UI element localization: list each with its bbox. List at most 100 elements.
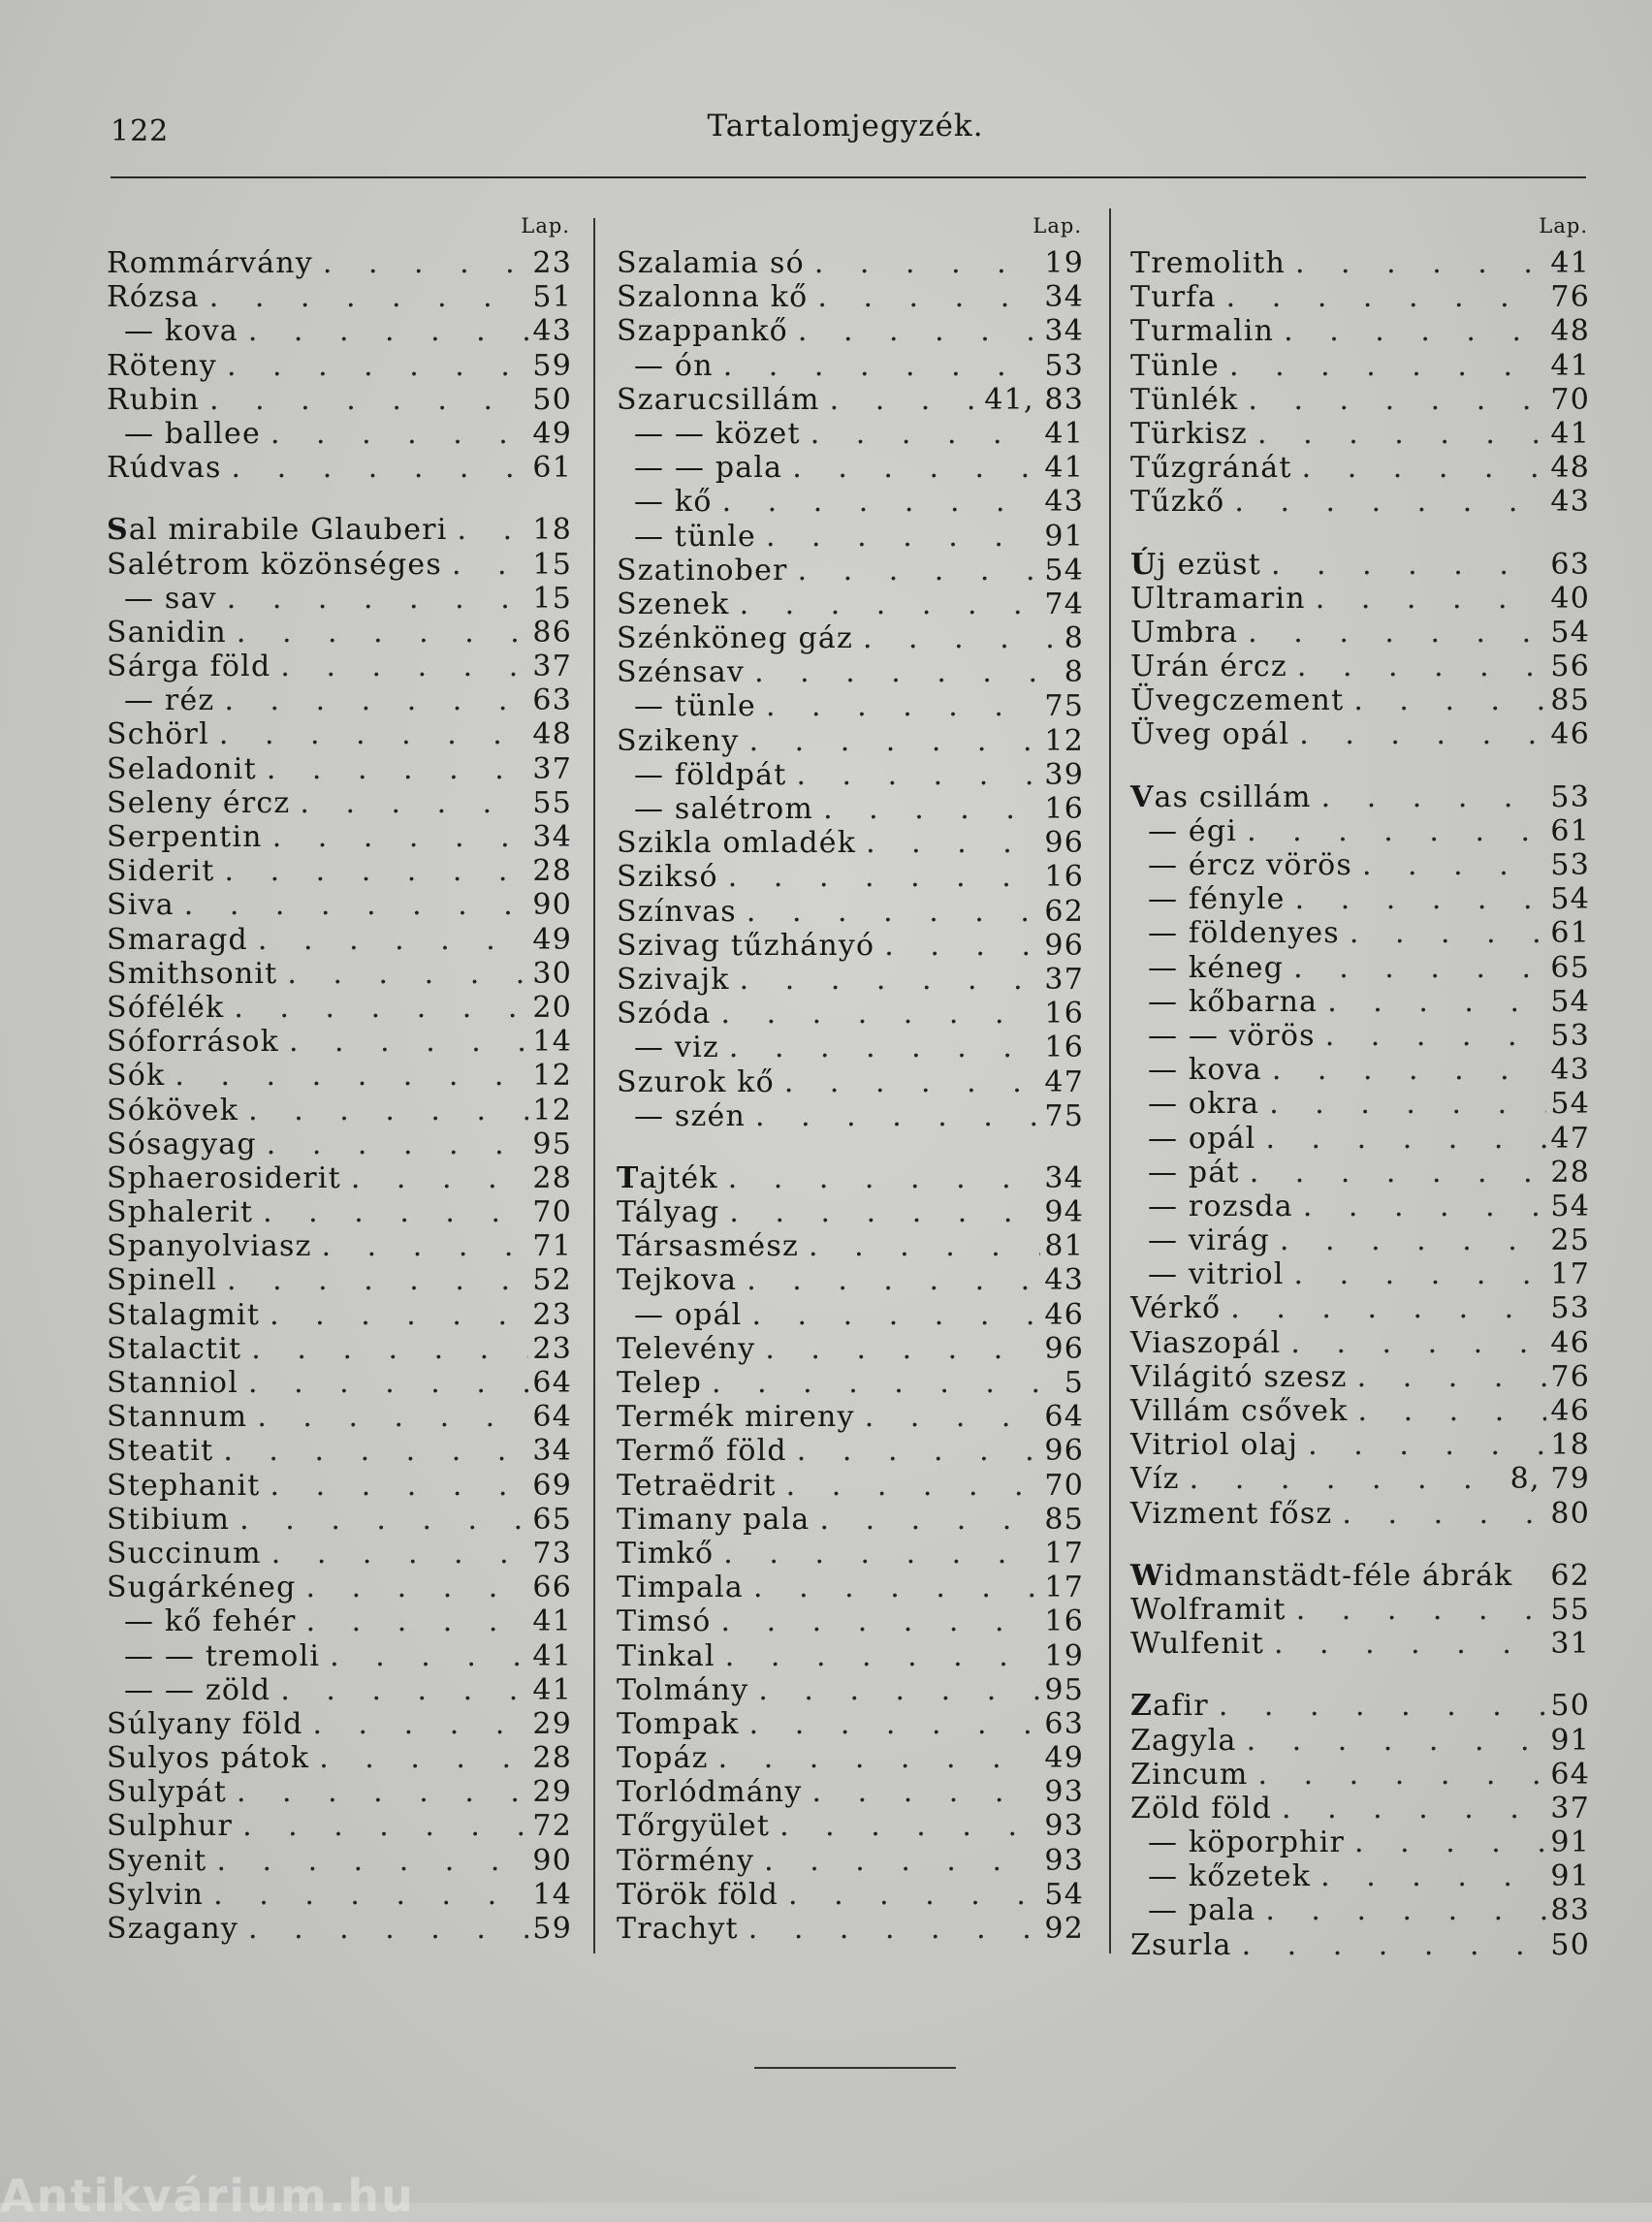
index-entry: — fényle. . . . . . . . . . . . . . . . … [1130,882,1590,916]
dot-leader: . . . . . . . . . . . . . . . . . . . . … [1248,382,1546,417]
dot-leader: . . . . . . . . . . . . . . . . . . . . … [746,894,1041,929]
dot-leader: . . . . . . . . . . . . . . . . . . . . … [236,615,529,650]
entry-page: 40 [1550,581,1590,616]
dot-leader: . . . . . . . . . . . . . . . . . . . . … [884,928,1040,963]
index-entry: Tompak. . . . . . . . . . . . . . . . . … [617,1707,1084,1741]
dot-leader: . . . . . . . . . . . . . . . . . . . . … [1308,1428,1546,1463]
entry-page: 75 [1044,689,1084,724]
entry-page: 19 [1044,1638,1084,1673]
entry-page: 54 [1044,1877,1084,1912]
dot-leader: . . . . . . . . . . . . . . . . . . . . … [234,990,529,1025]
entry-term: — égi [1148,813,1238,848]
entry-page: 85 [1044,1502,1084,1537]
entry-term: — köporphir [1148,1825,1346,1860]
entry-term: Sulypát [107,1775,227,1810]
section-gap [1130,752,1590,780]
dot-leader: . . . . . . . . . . . . . . . . . . . . … [224,854,529,889]
index-entry: Turfa. . . . . . . . . . . . . . . . . .… [1130,280,1590,314]
index-entry: Zincum. . . . . . . . . . . . . . . . . … [1130,1758,1590,1792]
dot-leader: . . . . . . . . . . . . . . . . . . . . … [248,1912,528,1946]
dot-leader: . . . . . . . . . . . . . . . . . . . . … [350,1160,529,1195]
index-entry: — köporphir. . . . . . . . . . . . . . .… [1130,1825,1590,1859]
entry-page: 65 [1550,950,1590,985]
entry-term: Szarucsillám [617,382,820,417]
entry-term: Vizment fősz [1130,1496,1333,1531]
dot-leader: . . . . . . . . . . . . . . . . . . . . … [720,997,1041,1032]
entry-page: 96 [1044,826,1084,861]
index-entry: — vitriol. . . . . . . . . . . . . . . .… [1130,1257,1590,1291]
entry-term: — földpát [634,757,787,792]
index-entry: — kőzetek. . . . . . . . . . . . . . . .… [1130,1859,1590,1893]
entry-page: 70 [1044,1468,1084,1503]
dot-leader: . . . . . . . . . . . . . . . . . . . . … [1270,547,1546,582]
entry-page: 64 [532,1366,572,1400]
index-entry: — virág . . . . . . . . . . . . . . . . .… [1130,1223,1590,1257]
entry-term: Zsurla [1130,1927,1232,1962]
entry-page: 95 [532,1127,572,1161]
entry-term: Sugárkéneg [107,1571,297,1605]
dot-leader: . . . . . . . . . . . . . . . . . . . . … [1265,1121,1546,1156]
index-entry: Röteny . . . . . . . . . . . . . . . . . … [107,349,572,383]
index-entry: — földenyes . . . . . . . . . . . . . . .… [1130,916,1590,950]
entry-page: 71 [532,1229,572,1264]
dot-leader: . . . . . . . . . . . . . . . . . . . . … [1315,581,1547,616]
dot-leader: . . . . . . . . . . . . . . . . . . . . … [236,1775,528,1810]
index-entry: Sófélék . . . . . . . . . . . . . . . . .… [107,991,572,1025]
section-gap [1130,1661,1590,1689]
section-gap [1130,1531,1590,1559]
entry-term: Türkisz [1130,416,1249,451]
dot-leader: . . . . . . . . . . . . . . . . . . . . … [242,1809,528,1844]
entry-term: Stephanit [107,1468,261,1503]
index-entry: Világitó szesz. . . . . . . . . . . . . … [1130,1360,1590,1394]
dot-leader: . . . . . . . . . . . . . . . . . . . . … [797,553,1041,587]
entry-term: Telep [617,1366,702,1400]
dot-leader: . . . . . . . . . . . . . . . . . . . . … [1269,1087,1546,1122]
index-entry: Tejkova . . . . . . . . . . . . . . . . .… [617,1263,1084,1297]
index-entry: Sósagyag . . . . . . . . . . . . . . . . … [107,1127,572,1161]
dot-leader: . . . . . . . . . . . . . . . . . . . . … [300,785,528,820]
entry-term: Sósagyag [107,1127,257,1161]
entry-term: Zöld föld [1130,1791,1273,1825]
column-header-lap: Lap. [521,214,570,238]
entry-page: 91 [1550,1825,1590,1860]
entry-term: Sófélék [107,990,225,1025]
running-title: Tartalomjegyzék. [707,109,984,143]
entry-term: Rúdvas [107,451,222,486]
index-entry: Succinum. . . . . . . . . . . . . . . . … [107,1537,572,1571]
entry-term: — kő [634,485,713,520]
dot-leader: . . . . . . . . . . . . . . . . . . . . … [739,587,1041,621]
section-first-entry-term: Vas csillám [1130,779,1312,814]
entry-page: 95 [1044,1672,1084,1707]
entry-term: Torlódmány [617,1775,803,1810]
entry-term: Smithsonit [107,956,278,991]
entry-page: 48 [532,717,572,752]
entry-page: 20 [532,990,572,1025]
dot-leader: . . . . . . . . . . . . . . . . . . . . … [754,655,1061,690]
dot-leader: . . . . . . . . . . . . . . . . . . . . … [270,1297,528,1332]
entry-page: 96 [1044,928,1084,963]
entry-term: Smaragd [107,922,248,957]
index-entry: Tünle. . . . . . . . . . . . . . . . . .… [1130,349,1590,383]
index-entry: Szalamia só. . . . . . . . . . . . . . .… [617,246,1084,280]
entry-term: — fényle [1148,882,1286,917]
index-entry: — sav . . . . . . . . . . . . . . . . . .… [107,582,572,616]
entry-page: 59 [532,1912,572,1946]
entry-term: Umbra [1130,615,1239,650]
entry-term: Sulyos pátok [107,1741,310,1776]
index-entry: Villám csővek. . . . . . . . . . . . . .… [1130,1394,1590,1428]
entry-page: 29 [532,1706,572,1741]
entry-page: 34 [1044,314,1084,349]
section-first-entry-term: Zafir [1130,1689,1209,1724]
index-entry: Sylvin. . . . . . . . . . . . . . . . . … [107,1878,572,1912]
entry-page: 80 [1550,1496,1590,1531]
entry-page: 41 [532,1672,572,1707]
dot-leader: . . . . . . . . . . . . . . . . . . . . … [729,1195,1040,1230]
dot-leader: . . . . . . . . . . . . . . . . . . . . … [721,485,1041,520]
entry-page: 28 [532,1741,572,1776]
entry-page: 64 [532,1400,572,1435]
dot-leader: . . . . . . . . . . . . . . . . . . . . … [1302,1189,1547,1223]
entry-page: 23 [532,246,572,280]
index-entry: Ultramarin . . . . . . . . . . . . . . . … [1130,582,1590,616]
entry-page: 85 [1550,683,1590,718]
index-entry: Tremolith. . . . . . . . . . . . . . . .… [1130,246,1590,280]
